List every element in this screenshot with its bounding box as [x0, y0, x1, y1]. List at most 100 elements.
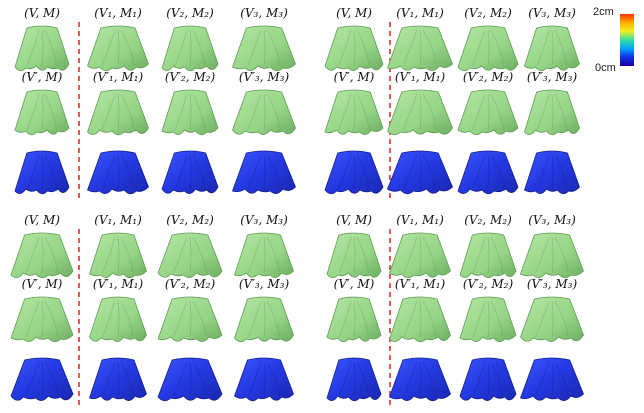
- garment-prediction: [459, 296, 517, 343]
- garment-fold: [41, 236, 44, 274]
- garment-label: (V′₂, M₂): [462, 277, 514, 291]
- garment-fold: [101, 29, 116, 67]
- garment-fold: [551, 300, 554, 338]
- garment-fold: [422, 300, 437, 338]
- garment-fold: [266, 236, 280, 274]
- garment-error-map: [87, 150, 149, 195]
- garment-prediction: [232, 89, 296, 135]
- garment-label: (V₂, M₂): [166, 6, 214, 20]
- garment-fold: [403, 300, 418, 338]
- garment-fold: [422, 93, 438, 131]
- garment-fold: [189, 29, 192, 67]
- garment-fold: [44, 93, 58, 131]
- garment-fold: [117, 236, 120, 274]
- garment-simulation: [389, 232, 451, 279]
- garment-fold: [472, 361, 486, 397]
- garment-error-map: [324, 150, 384, 195]
- garment-fold: [174, 29, 188, 67]
- garment-fold: [419, 300, 422, 338]
- garment-label: (V′₂, M₂): [164, 70, 216, 84]
- garment-prediction: [161, 89, 219, 136]
- garment-fold: [102, 300, 116, 338]
- garment-fold: [554, 154, 568, 190]
- garment-prediction: [457, 89, 519, 136]
- colorbar-max-label: 2cm: [593, 6, 614, 18]
- garment-fold: [247, 29, 262, 67]
- garment-simulation: [87, 25, 149, 72]
- garment-fold: [173, 236, 188, 274]
- garment-fold: [120, 361, 134, 397]
- garment-fold: [44, 29, 58, 67]
- garment-fold: [487, 236, 490, 274]
- garment-prediction: [524, 89, 580, 136]
- garment-label: (V₃, M₃): [528, 6, 576, 20]
- garment-prediction: [389, 296, 451, 343]
- colorbar: [620, 14, 634, 66]
- garment-prediction: [157, 296, 223, 342]
- garment-fold: [120, 93, 135, 131]
- garment-fold: [402, 93, 418, 131]
- garment-fold: [353, 154, 356, 190]
- garment-fold: [356, 236, 370, 274]
- garment-fold: [419, 93, 422, 131]
- garment-prediction: [387, 89, 453, 136]
- garment-fold: [102, 361, 116, 397]
- garment-label: (V₃, M₃): [240, 6, 288, 20]
- garment-fold: [554, 236, 569, 274]
- garment-fold: [44, 300, 59, 338]
- garment-fold: [419, 29, 422, 67]
- garment-fold: [266, 300, 280, 338]
- garment-error-map: [231, 150, 296, 194]
- garment-error-map: [10, 357, 74, 401]
- garment-label: (V′₃, M₃): [238, 70, 290, 84]
- garment-fold: [120, 29, 135, 67]
- garment-fold: [490, 154, 505, 190]
- garment-fold: [102, 236, 116, 274]
- garment-label: (V, M): [24, 213, 60, 227]
- garment-fold: [101, 154, 116, 190]
- garment-simulation: [233, 232, 294, 278]
- garment-fold: [356, 93, 370, 131]
- garment-fold: [356, 300, 370, 338]
- garment-fold: [174, 93, 188, 131]
- garment-label: (V₁, M₁): [94, 6, 142, 20]
- garment-fold: [554, 300, 569, 338]
- colorbar-min-label: 0cm: [595, 62, 616, 74]
- garment-fold: [353, 93, 356, 131]
- garment-fold: [356, 29, 370, 67]
- garment-fold: [263, 29, 266, 67]
- garment-prediction: [324, 89, 384, 135]
- garment-fold: [173, 361, 188, 397]
- garment-fold: [471, 154, 486, 190]
- garment-fold: [192, 93, 206, 131]
- garment-fold: [487, 361, 490, 397]
- garment-fold: [192, 300, 207, 338]
- garment-fold: [490, 300, 504, 338]
- garment-fold: [120, 300, 134, 338]
- garment-fold: [26, 154, 40, 190]
- garment-fold: [353, 300, 356, 338]
- garment-fold: [535, 300, 550, 338]
- garment-fold: [356, 361, 370, 397]
- garment-fold: [338, 300, 352, 338]
- garment-fold: [189, 93, 192, 131]
- garment-simulation: [520, 232, 584, 279]
- garment-fold: [403, 236, 418, 274]
- garment-fold: [472, 236, 486, 274]
- garment-simulation: [89, 232, 147, 279]
- garment-fold: [120, 236, 134, 274]
- garment-label: (V₁, M₁): [396, 6, 444, 20]
- garment-fold: [402, 29, 418, 67]
- garment-fold: [266, 154, 281, 190]
- garment-simulation: [459, 232, 517, 279]
- garment-error-map: [88, 357, 147, 401]
- garment-label: (V, M): [336, 6, 372, 20]
- garment-fold: [266, 93, 281, 131]
- garment-simulation: [232, 25, 296, 72]
- garment-fold: [419, 361, 422, 397]
- garment-error-map: [157, 357, 223, 402]
- garment-label: (V′₃, M₃): [526, 277, 578, 291]
- garment-error-map: [459, 357, 517, 401]
- garment-fold: [248, 236, 262, 274]
